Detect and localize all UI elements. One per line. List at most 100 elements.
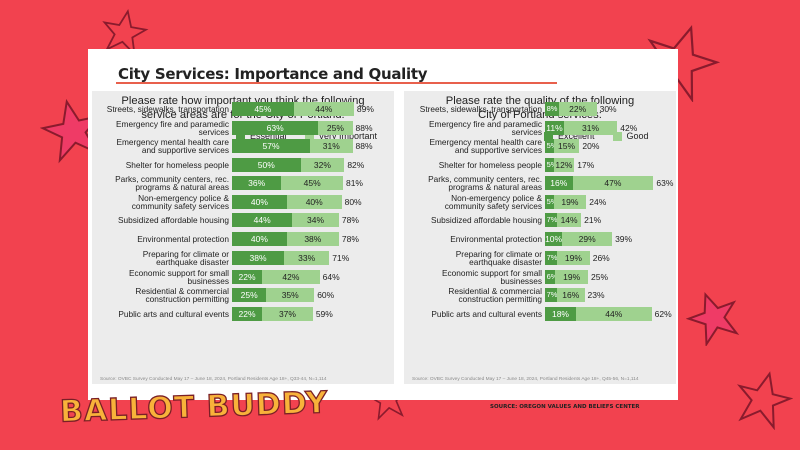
bar-very-important <box>286 232 339 246</box>
bar-value-label: 25% <box>240 290 258 300</box>
legend-swatch-essential <box>236 131 245 141</box>
total-label: 88% <box>355 141 373 151</box>
category-label-line: programs & natural areas <box>448 182 542 193</box>
legend-label-very-important: Very Important <box>318 131 378 141</box>
bar-very-important <box>266 288 315 302</box>
bar-very-important <box>292 213 339 227</box>
total-label: 26% <box>592 253 610 263</box>
category-label-line: Preparing for climate or <box>455 248 542 259</box>
category-label-line: Streets, sidewalks, transportation <box>419 104 542 114</box>
bar-value-label: 19% <box>564 253 582 263</box>
importance-chart-panel: Please rate how important you think the … <box>92 91 394 384</box>
bar-value-label: 11% <box>546 123 563 133</box>
category-label-line: Public arts and cultural events <box>118 309 229 319</box>
bar-value-label: 8% <box>546 104 558 113</box>
category-label: Subsidized affordable housing <box>431 216 542 225</box>
total-label: 81% <box>345 178 363 188</box>
bar-value-label: 42% <box>282 272 300 282</box>
category-label-line: Non-emergency police & <box>138 192 229 203</box>
bar-essential <box>232 251 285 265</box>
category-label-line: Preparing for climate or <box>142 248 229 259</box>
category-label-line: earthquake disaster <box>156 257 229 268</box>
category-label: Streets, sidewalks, transportation <box>107 105 229 114</box>
category-label-line: services <box>198 127 229 138</box>
category-label-line: Emergency mental health care <box>116 136 229 147</box>
bar-value-label: 15% <box>557 141 575 151</box>
legend-swatch-good <box>612 131 622 141</box>
category-label-line: programs & natural areas <box>135 182 229 193</box>
category-label: Shelter for homeless people <box>439 161 542 170</box>
category-label: Emergency fire and paramedic services <box>116 118 229 138</box>
bar-very-important <box>284 251 330 265</box>
category-label-line: earthquake disaster <box>469 257 542 268</box>
bar-very-important <box>300 158 345 172</box>
bar-essential <box>232 139 311 153</box>
category-label-line: Emergency fire and paramedic <box>116 118 229 129</box>
bar-value-label: 7% <box>546 215 558 224</box>
category-label: Parks, community centers, rec. programs &… <box>115 174 229 193</box>
bar-value-label: 40% <box>250 197 268 207</box>
importance-legend: Essential Very Important <box>236 131 377 141</box>
bar-value-label: 44% <box>315 104 333 114</box>
quality-legend: Excellent Good <box>544 131 649 141</box>
bar-very-important <box>281 176 343 190</box>
category-label: Shelter for homeless people <box>126 161 229 170</box>
category-label: Non-emergency police & community safety s… <box>132 192 229 211</box>
bar-excellent <box>545 288 558 302</box>
importance-chart-note: Source: OVBC Survey Conducted May 17 – J… <box>100 377 327 382</box>
bar-excellent <box>545 232 563 246</box>
legend-swatch-excellent <box>544 131 553 141</box>
total-label: 60% <box>317 290 335 300</box>
bar-value-label: 38% <box>304 234 322 244</box>
bar-value-label: 63% <box>266 123 284 133</box>
bar-good <box>557 213 582 227</box>
bar-excellent <box>545 158 554 172</box>
bar-very-important <box>262 307 313 321</box>
bar-good <box>553 195 587 209</box>
bar-very-important <box>293 102 354 116</box>
bar-excellent <box>545 176 573 190</box>
category-label: Environmental protection <box>450 235 542 244</box>
total-label: 59% <box>315 309 333 319</box>
bar-essential <box>232 307 263 321</box>
total-label: 25% <box>591 272 609 282</box>
category-label: Non-emergency police & community safety s… <box>445 193 542 211</box>
category-label-line: Emergency mental health care <box>429 136 542 147</box>
bar-excellent <box>545 307 576 321</box>
bar-value-label: 40% <box>250 234 268 244</box>
bar-value-label: 44% <box>253 215 271 225</box>
legend-swatch-very-important <box>304 131 314 141</box>
category-label-line: Environmental protection <box>137 234 229 244</box>
bar-value-label: 10% <box>545 234 563 244</box>
bar-value-label: 45% <box>303 178 321 188</box>
total-label: 62% <box>654 309 672 319</box>
bar-value-label: 40% <box>305 197 323 207</box>
bar-excellent <box>545 195 554 209</box>
bar-value-label: 18% <box>551 309 569 319</box>
category-label-line: and supportive services <box>454 145 542 156</box>
bar-good <box>555 270 588 284</box>
bar-value-label: 7% <box>546 253 558 262</box>
category-label-line: and supportive services <box>141 145 229 156</box>
category-label-line: Residential & commercial <box>448 285 542 296</box>
slide-title: City Services: Importance and Quality <box>118 65 428 83</box>
bar-value-label: 50% <box>257 160 275 170</box>
bar-value-label: 5% <box>546 141 558 150</box>
star-decoration-top-left <box>102 8 149 57</box>
category-label: Preparing for climate or earthquake disas… <box>142 248 229 268</box>
category-label-line: Parks, community centers, rec. <box>428 173 542 184</box>
category-label-line: Streets, sidewalks, transportation <box>106 104 229 114</box>
total-label: 17% <box>577 160 595 170</box>
bar-value-label: 45% <box>254 104 272 114</box>
bar-value-label: 29% <box>578 234 596 244</box>
title-underline <box>116 82 557 84</box>
total-label: 88% <box>355 123 373 133</box>
bar-value-label: 32% <box>313 160 331 170</box>
bar-good <box>572 176 654 190</box>
category-label-line: Shelter for homeless people <box>438 160 542 170</box>
total-label: 89% <box>356 104 374 114</box>
bar-essential <box>232 195 287 209</box>
bar-excellent <box>545 270 556 284</box>
bar-very-important <box>310 139 353 153</box>
bar-good <box>553 139 580 153</box>
